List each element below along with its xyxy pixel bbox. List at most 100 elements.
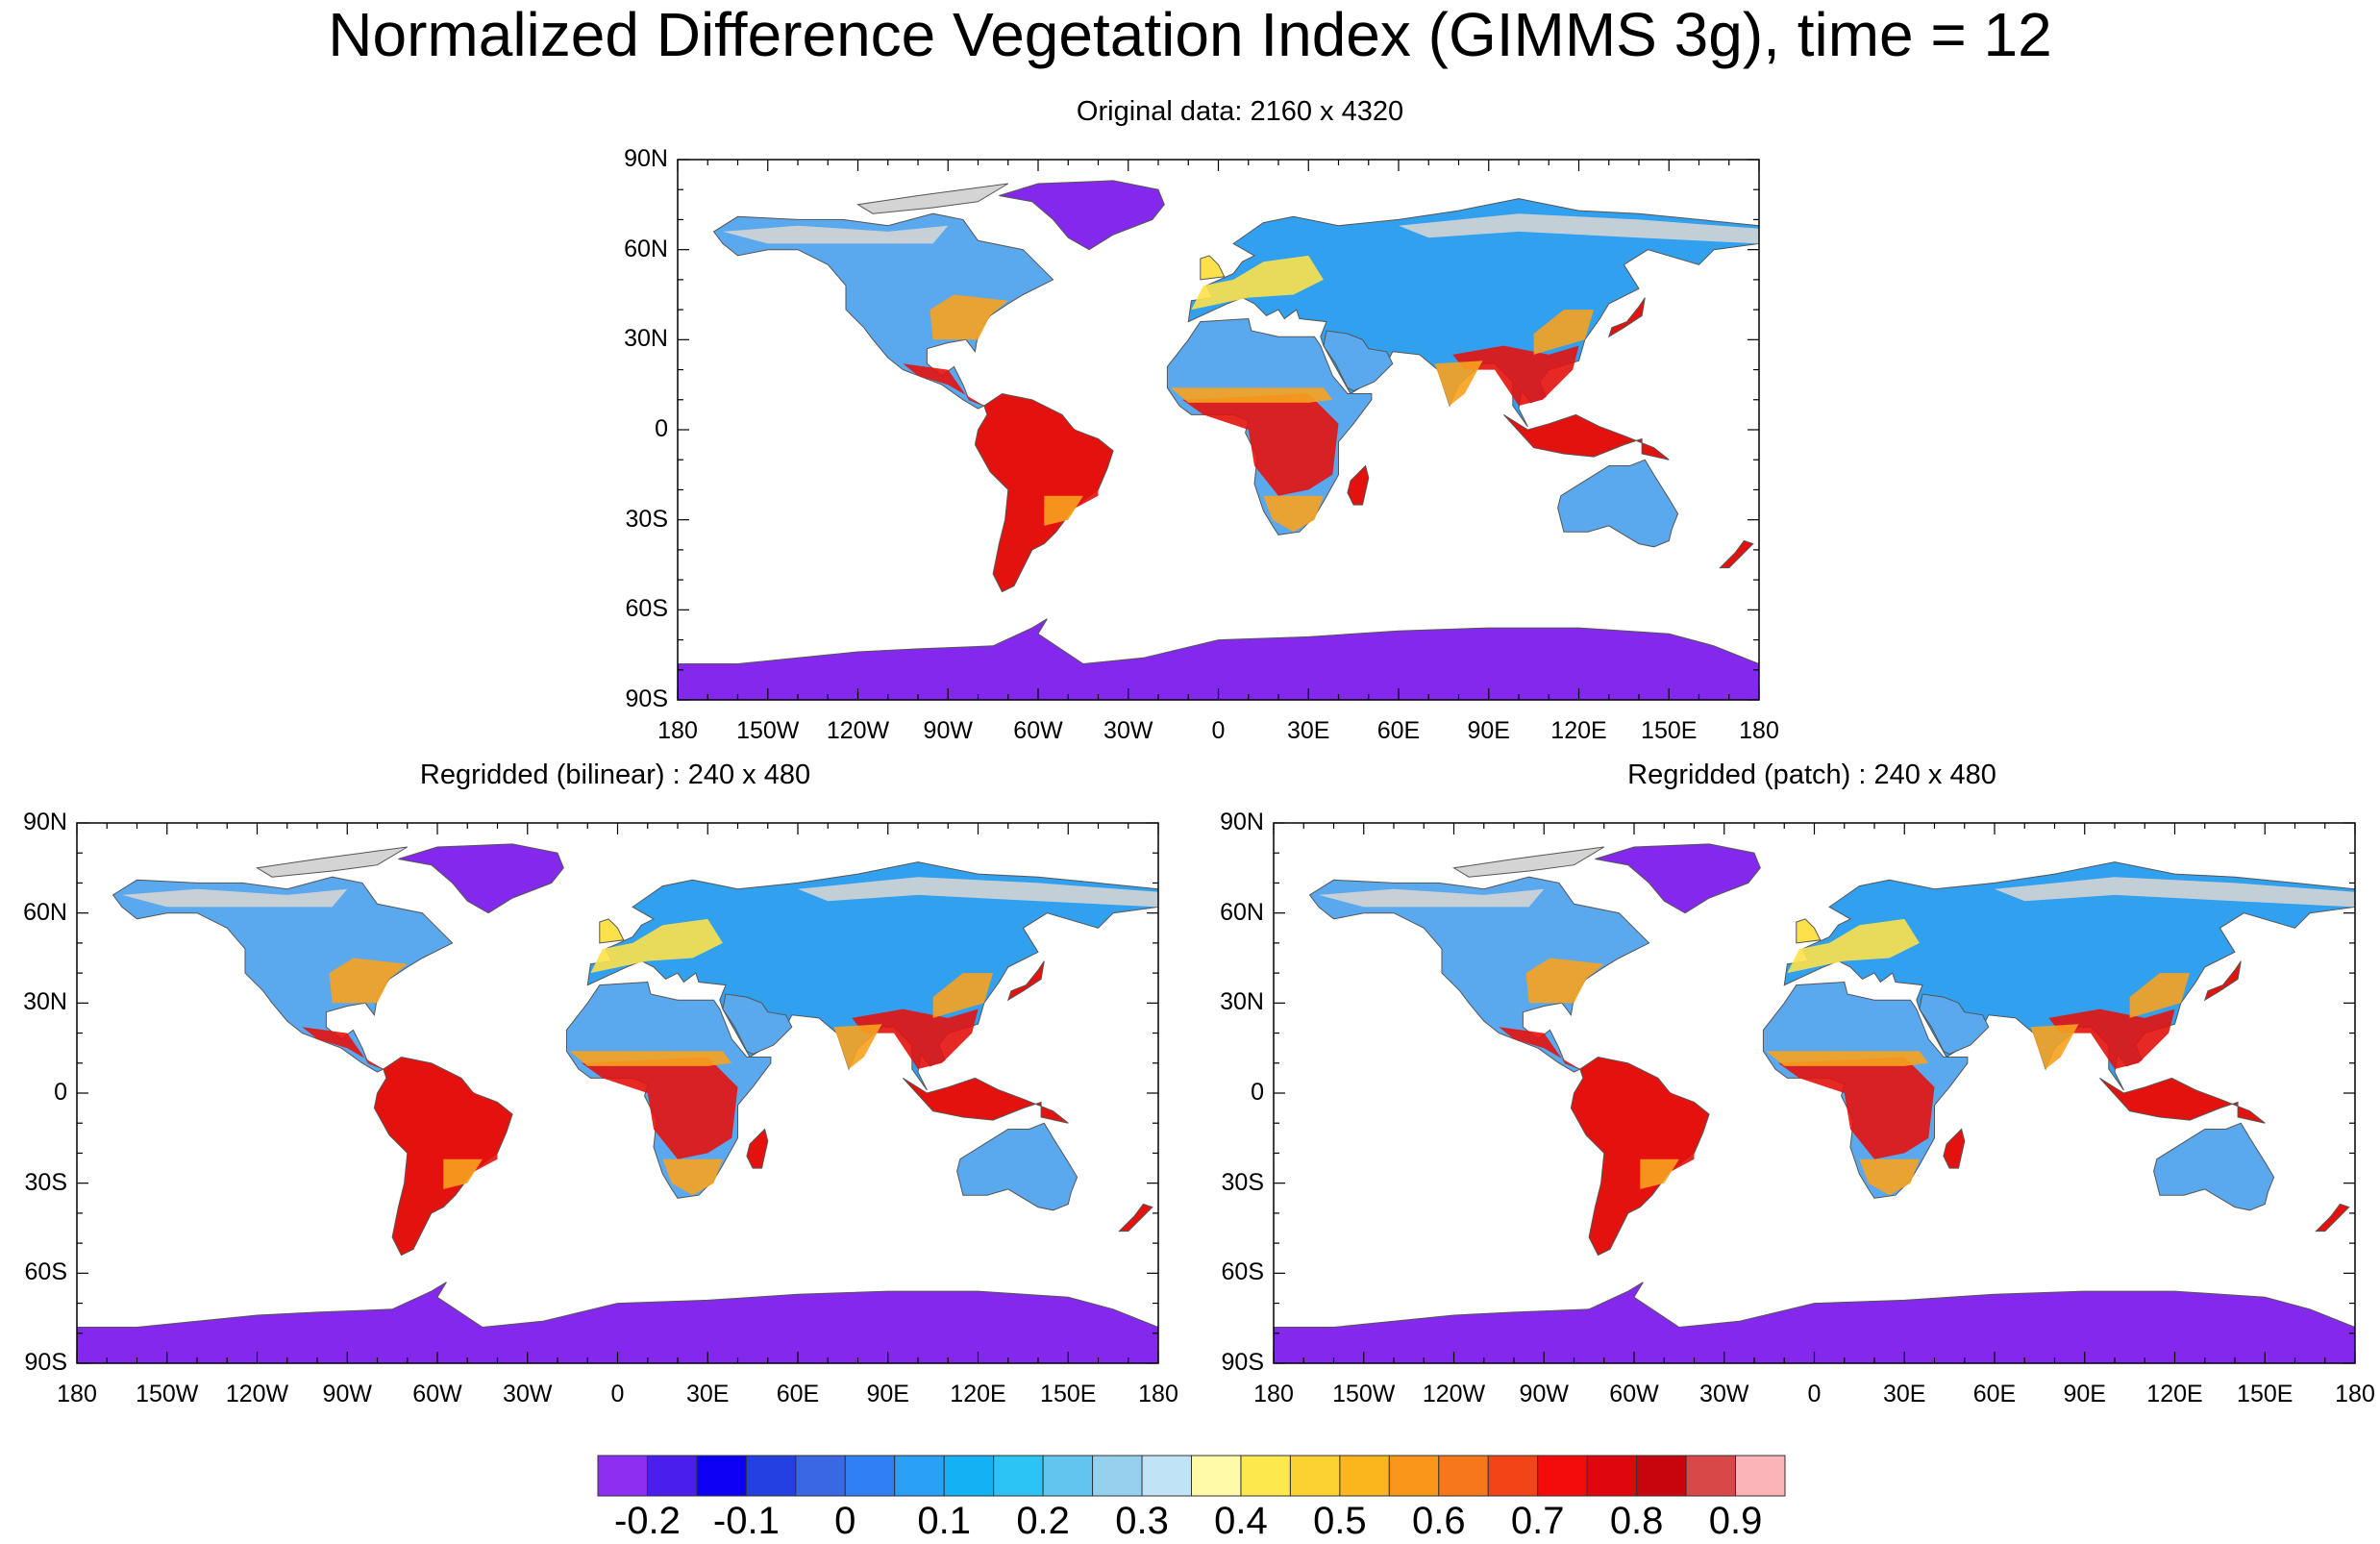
south-brazil-zone: [1640, 1158, 1679, 1189]
south-asia-forest-zone: [1452, 345, 1579, 406]
lon-label: 0: [1211, 717, 1226, 744]
southern-africa-zone: [662, 1158, 723, 1196]
australia-outline: [956, 1122, 1078, 1211]
madagascar-outline: [1347, 464, 1370, 506]
lon-label: 90W: [1519, 1381, 1569, 1407]
new-zealand-outline: [2315, 1203, 2350, 1233]
lon-label: 150W: [736, 717, 800, 744]
lat-label: 30N: [23, 988, 67, 1016]
australia-outline: [1557, 459, 1679, 548]
north-america-outline: [1308, 876, 1650, 1073]
lat-label: 90S: [24, 1349, 67, 1376]
central-america-zone: [1499, 1027, 1580, 1069]
colorbar-label: -0.2: [613, 1500, 681, 1542]
colorbar-swatch: [1388, 1455, 1440, 1497]
colorbar-label: 0.9: [1708, 1500, 1763, 1542]
japan-outline: [2203, 960, 2242, 1002]
lon-label: 60W: [1609, 1381, 1659, 1407]
colorbar-swatch: [993, 1455, 1044, 1497]
indonesia-outline: [1503, 413, 1670, 461]
colorbar-swatch: [745, 1455, 797, 1497]
antarctica-outline: [678, 618, 1759, 700]
india-savanna-zone: [1434, 361, 1483, 406]
amazon-forest-zone: [993, 414, 1099, 520]
east-china-zone: [1533, 310, 1595, 355]
lat-label: 90N: [23, 809, 67, 835]
sahel-savanna-zone: [569, 1051, 732, 1066]
indonesia-outline: [2099, 1077, 2266, 1124]
lat-label: 30S: [625, 505, 668, 533]
colorbar-swatch: [1438, 1455, 1489, 1497]
lat-label: 0: [1251, 1079, 1264, 1106]
south-asia-forest-zone: [852, 1009, 979, 1069]
colorbar-label: -0.1: [712, 1500, 780, 1542]
japan-outline: [1607, 297, 1646, 338]
lon-label: 120E: [1550, 717, 1607, 744]
arctic-islands-outline: [256, 846, 409, 878]
east-china-zone: [2129, 973, 2191, 1018]
lon-label: 0: [610, 1381, 625, 1407]
lat-label: 60N: [23, 898, 67, 926]
north-america-outline: [712, 212, 1054, 410]
lat-label: 30S: [1221, 1168, 1264, 1196]
lon-label: 180: [1253, 1381, 1294, 1407]
east-us-zone: [1525, 958, 1604, 1004]
lon-label: 150E: [1040, 1381, 1097, 1407]
lon-label: 30W: [1103, 717, 1153, 744]
colorbar-swatch: [1092, 1455, 1143, 1497]
lat-label: 60S: [24, 1258, 67, 1286]
panel-title: Regridded (bilinear) : 240 x 480: [419, 760, 811, 790]
europe-mixed-zone: [1787, 918, 1920, 974]
greenland-outline: [1595, 843, 1761, 914]
lon-label: 90W: [322, 1381, 372, 1407]
madagascar-outline: [1943, 1128, 1966, 1169]
lon-label: 120E: [950, 1381, 1006, 1407]
lat-label: 90S: [625, 685, 668, 712]
amazon-forest-zone: [392, 1078, 498, 1183]
lat-label: 60S: [625, 595, 668, 623]
colorbar-label: 0.6: [1411, 1500, 1466, 1542]
panel-title: Original data: 2160 x 4320: [1076, 96, 1404, 127]
new-zealand-outline: [1719, 539, 1754, 569]
lat-label: 60N: [624, 235, 668, 262]
colorbar-swatch: [1141, 1455, 1193, 1497]
colorbar-swatch: [894, 1455, 945, 1497]
amazon-forest-zone: [1589, 1078, 1695, 1183]
arabia-outline: [722, 993, 793, 1055]
lon-label: 30E: [686, 1381, 730, 1407]
siberia-nodata-zone: [798, 877, 1158, 908]
arctic-islands-outline: [856, 183, 1009, 214]
antarctica-outline: [1274, 1282, 2355, 1363]
madagascar-outline: [746, 1128, 769, 1169]
arabia-outline: [1323, 330, 1394, 391]
greenland-outline: [999, 180, 1165, 251]
siberia-nodata-zone: [1399, 213, 1759, 244]
britain-outline: [1200, 255, 1226, 281]
lon-label: 180: [57, 1381, 97, 1407]
canada-nodata-zone: [121, 888, 348, 908]
central-africa-forest-zone: [1182, 393, 1339, 496]
east-china-zone: [932, 973, 994, 1018]
colorbar-swatch: [1339, 1455, 1390, 1497]
lat-label: 0: [655, 415, 668, 442]
canada-nodata-zone: [1318, 888, 1545, 908]
colorbar-swatch: [795, 1455, 846, 1497]
lon-label: 90W: [923, 717, 973, 744]
colorbar-swatch: [844, 1455, 896, 1497]
lon-label: 60W: [412, 1381, 462, 1407]
colorbar-label: 0: [834, 1500, 856, 1542]
lon-label: 150E: [1641, 717, 1698, 744]
lat-label: 90S: [1221, 1349, 1264, 1376]
canada-nodata-zone: [722, 225, 949, 244]
lon-label: 90E: [1467, 717, 1510, 744]
colorbar-swatch: [1191, 1455, 1242, 1497]
lon-label: 90E: [866, 1381, 909, 1407]
arctic-islands-outline: [1452, 846, 1605, 878]
colorbar-label: 0.4: [1214, 1500, 1268, 1542]
figure-title: Normalized Difference Vegetation Index (…: [328, 0, 2052, 69]
lon-label: 180: [1739, 717, 1779, 744]
colorbar-swatch: [1487, 1455, 1539, 1497]
lat-label: 30N: [1220, 988, 1264, 1016]
siberia-nodata-zone: [1995, 877, 2355, 908]
lon-label: 0: [1807, 1381, 1822, 1407]
